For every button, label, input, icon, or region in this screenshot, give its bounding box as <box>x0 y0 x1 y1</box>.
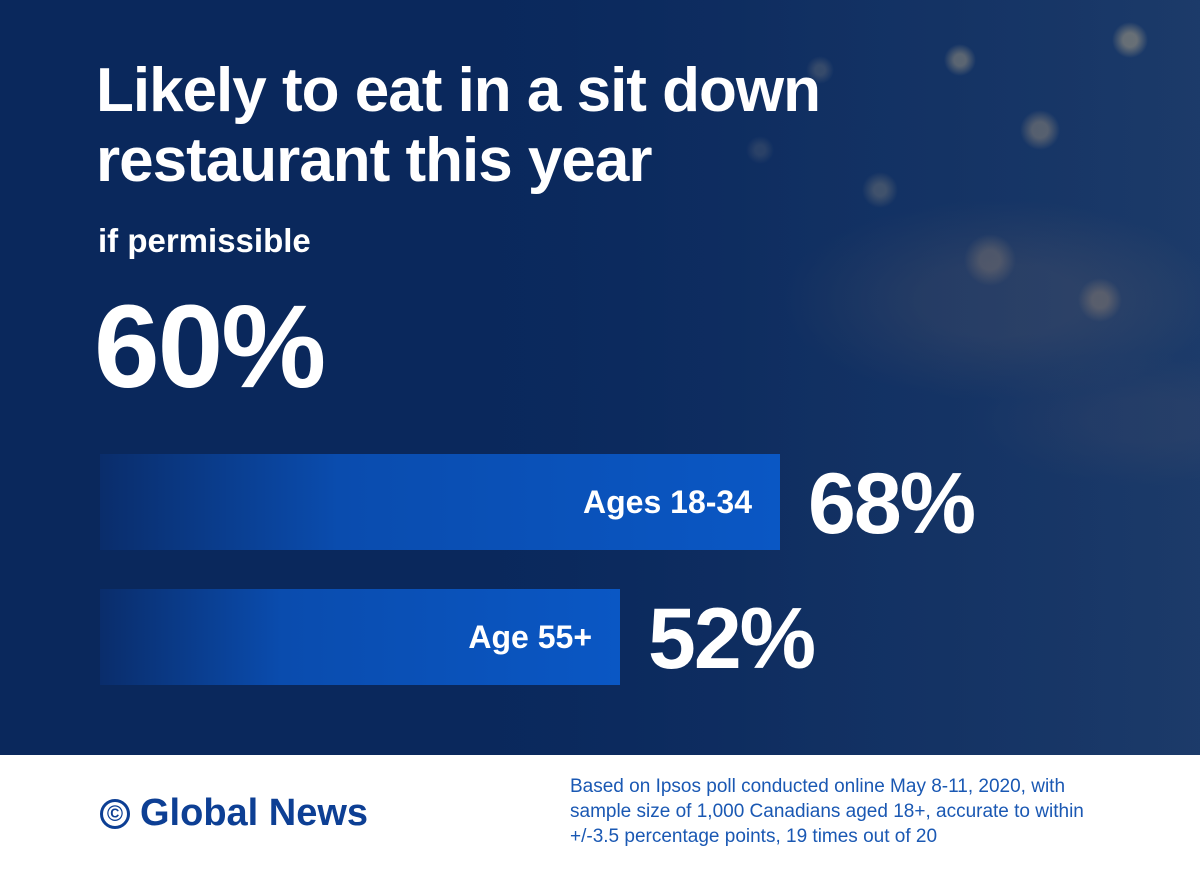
age-bar-chart: Ages 18-34 68% Age 55+ 52% <box>100 454 977 687</box>
chart-subtitle: if permissible <box>98 222 311 259</box>
bar-2 <box>100 589 620 685</box>
infographic-panel: Likely to eat in a sit down restaurant t… <box>0 0 1200 755</box>
source-note: Based on Ipsos poll conducted online May… <box>570 776 1084 847</box>
global-news-logo: © Global News <box>100 792 368 835</box>
bar-value-label: 68% <box>808 456 975 552</box>
bar-value-label: 52% <box>648 591 815 687</box>
bar-category-label: Ages 18-34 <box>583 484 752 520</box>
chart-title: Likely to eat in a sit down restaurant t… <box>96 56 821 195</box>
copyright-icon: © <box>100 798 130 829</box>
footer <box>0 755 1200 869</box>
logo-text: Global News <box>140 792 369 834</box>
overall-value: 60% <box>94 281 326 413</box>
bar-1 <box>100 454 780 550</box>
bars-group: Ages 18-34 68% Age 55+ 52% <box>100 454 977 687</box>
bar-category-label: Age 55+ <box>468 619 592 655</box>
